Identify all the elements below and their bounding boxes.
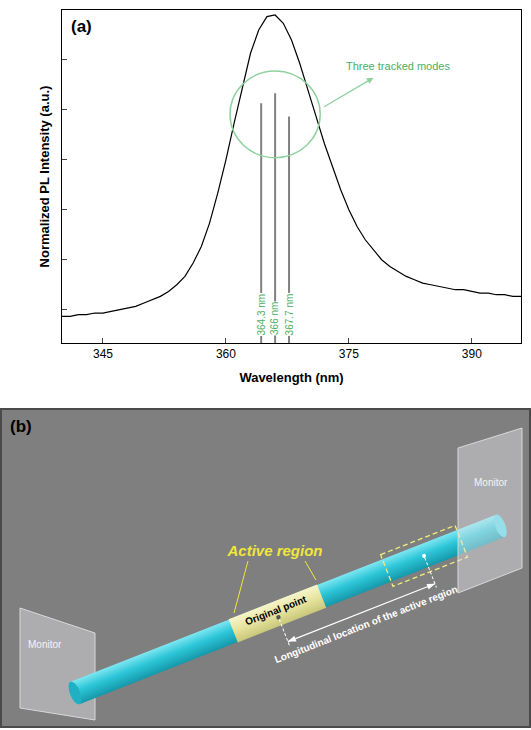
svg-text:Three tracked modes: Three tracked modes [346,60,450,72]
svg-text:Active region: Active region [226,542,322,559]
svg-text:375: 375 [339,347,359,361]
svg-text:Original point: Original point [243,593,308,627]
svg-text:364.3 nm: 364.3 nm [256,294,267,336]
svg-text:Monitor: Monitor [474,477,508,488]
svg-text:Wavelength (nm): Wavelength (nm) [239,370,343,385]
svg-text:Monitor: Monitor [28,639,62,650]
svg-text:Normalized PL Intensity (a.u.): Normalized PL Intensity (a.u.) [37,86,52,268]
svg-text:367.7 nm: 367.7 nm [284,294,295,336]
svg-text:345: 345 [93,347,113,361]
svg-text:Longitudinal location of the a: Longitudinal location of the active regi… [273,583,459,665]
svg-text:(a): (a) [71,17,92,36]
svg-text:(b): (b) [10,417,32,436]
svg-text:390: 390 [462,347,482,361]
svg-text:360: 360 [216,347,236,361]
svg-text:366 nm: 366 nm [269,302,280,335]
